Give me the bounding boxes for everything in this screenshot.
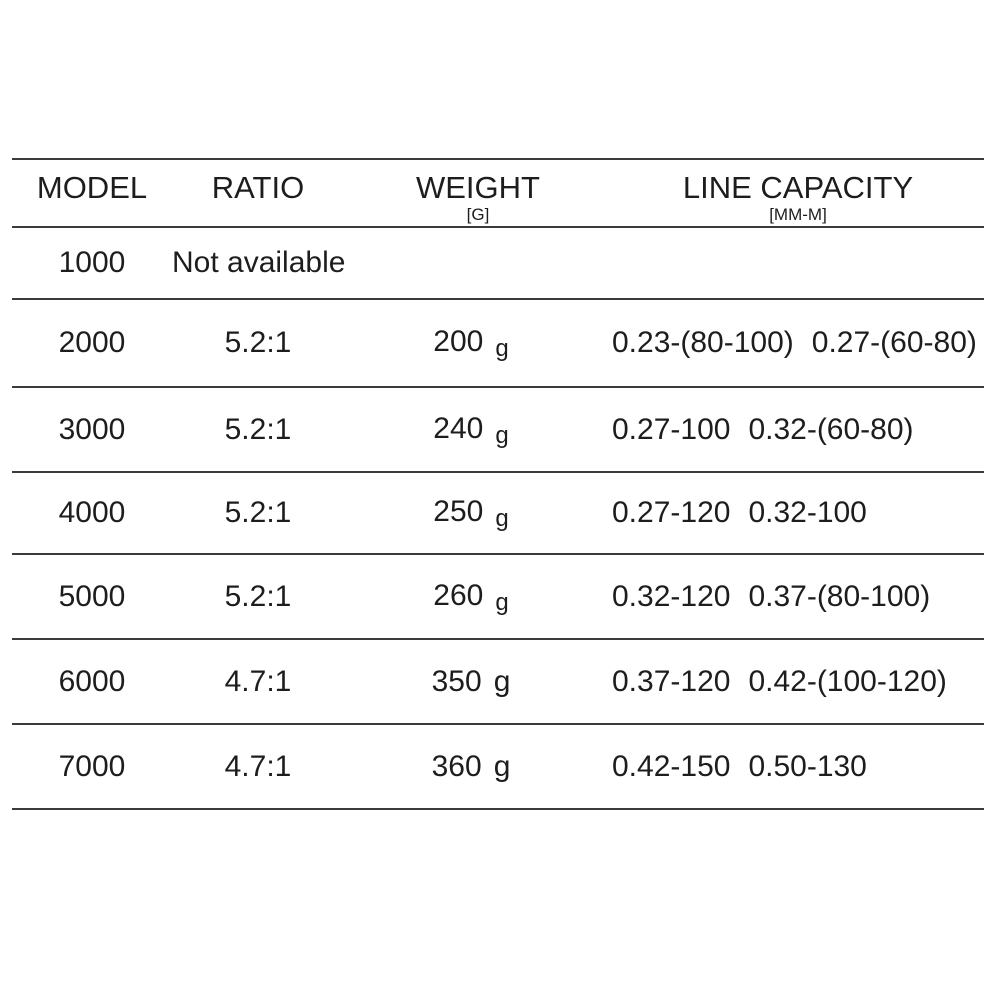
capacity-value-1: 0.27-120 [612,496,731,529]
capacity-value-1: 0.37-120 [612,664,731,698]
table-row: 4000 5.2:1 250 g 0.27-120 0.32-100 [12,473,984,555]
weight-unit: g [495,421,509,449]
capacity-value-2: 0.37-(80-100) [748,579,931,613]
model-cell: 5000 [58,579,126,613]
header-weight-label: WEIGHT [416,170,540,205]
capacity-value-2: 0.50-130 [748,749,867,783]
ratio-cell: 4.7:1 [224,664,292,698]
capacity-cell: 0.37-120 0.42-(100-120) [612,665,984,699]
capacity-cell: 0.23-(80-100) 0.27-(60-80) [612,326,984,360]
weight-cell: 250 g [344,495,612,532]
header-line-capacity-unit-label: [MM-M] [769,205,827,224]
table-row: 6000 4.7:1 350 g 0.37-120 0.42-(100-120) [12,640,984,725]
weight-value: 350 [431,664,482,698]
weight-unit: g [495,335,509,362]
header-weight: WEIGHT [G] [344,160,612,226]
model-cell: 7000 [58,749,126,783]
model-cell: 2000 [58,326,126,359]
table-row: 7000 4.7:1 360 g 0.42-150 0.50-130 [12,725,984,810]
table-rows: 1000 Not available 2000 5.2:1 200 g 0.23… [12,228,984,810]
header-weight-unit-label: [G] [466,205,490,224]
weight-cell: 360 g [344,750,612,784]
ratio-cell: 4.7:1 [224,749,292,783]
capacity-value-1: 0.32-120 [612,579,731,613]
weight-unit: g [493,749,511,783]
capacity-value-2: 0.27-(60-80) [811,326,977,359]
weight-value: 360 [431,749,482,783]
table-row: 2000 5.2:1 200 g 0.23-(80-100) 0.27-(60-… [12,300,984,388]
capacity-cell: 0.27-120 0.32-100 [612,496,984,530]
table-row: 3000 5.2:1 240 g 0.27-100 0.32-(60-80) [12,388,984,473]
header-model-label: MODEL [36,170,148,205]
header-ratio-label: RATIO [211,170,305,205]
ratio-cell: 5.2:1 [224,579,292,613]
header-line-capacity-label: LINE CAPACITY [682,170,914,205]
capacity-value-2: 0.32-(60-80) [748,412,914,446]
header-line-capacity: LINE CAPACITY [MM-M] [612,160,984,226]
weight-cell: 240 g [344,411,612,449]
spec-table: MODEL RATIO WEIGHT [G] LINE CAPACITY [MM… [12,158,984,810]
header-ratio: RATIO [172,160,344,226]
capacity-cell: 0.27-100 0.32-(60-80) [612,413,984,447]
weight-unit: g [495,505,509,532]
model-cell: 6000 [58,664,126,698]
weight-unit: g [493,664,511,698]
weight-value: 240 [433,411,484,445]
ratio-cell: 5.2:1 [224,412,292,446]
capacity-cell: 0.42-150 0.50-130 [612,750,984,784]
capacity-value-1: 0.27-100 [612,412,731,446]
capacity-cell: 0.32-120 0.37-(80-100) [612,580,984,614]
capacity-value-2: 0.42-(100-120) [748,664,947,698]
model-cell: 4000 [58,496,126,529]
ratio-cell: Not available [172,246,346,279]
table-header-row: MODEL RATIO WEIGHT [G] LINE CAPACITY [MM… [12,158,984,228]
ratio-cell: 5.2:1 [224,496,292,529]
model-cell: 3000 [58,412,126,446]
capacity-value-1: 0.23-(80-100) [612,326,794,359]
weight-value: 250 [433,495,484,528]
weight-value: 260 [433,578,484,612]
weight-cell: 260 g [344,578,612,616]
weight-cell: 200 g [344,325,612,362]
table-row: 1000 Not available [12,228,984,300]
header-model: MODEL [12,160,172,226]
weight-value: 200 [433,325,484,358]
table-row: 5000 5.2:1 260 g 0.32-120 0.37-(80-100) [12,555,984,640]
ratio-cell: 5.2:1 [224,326,292,359]
capacity-value-1: 0.42-150 [612,749,731,783]
weight-cell: 350 g [344,665,612,699]
capacity-value-2: 0.32-100 [748,496,867,529]
weight-unit: g [495,588,509,616]
model-cell: 1000 [58,246,126,279]
